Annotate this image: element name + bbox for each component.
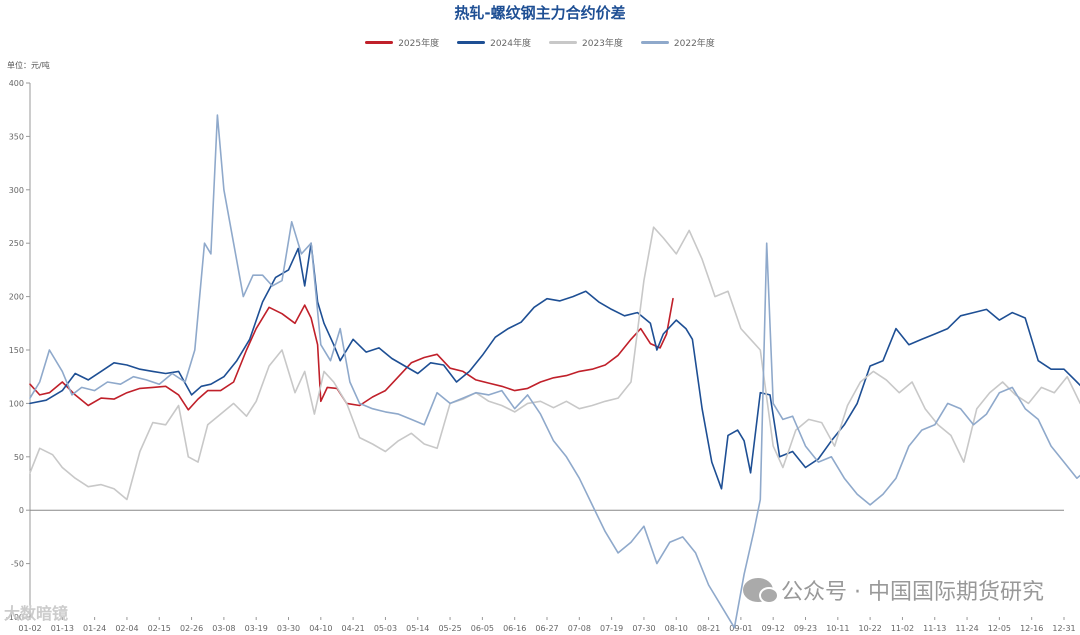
y-tick-label: 350	[9, 132, 24, 141]
chart-title: 热轧-螺纹钢主力合约价差	[454, 4, 626, 22]
y-tick-label: 100	[9, 399, 24, 408]
y-tick-label: 50	[14, 453, 24, 462]
legend-swatch	[640, 41, 669, 44]
unit-label: 单位：元/吨	[7, 61, 50, 70]
legend-label: 2023年度	[582, 39, 623, 49]
x-tick-label: 09-23	[794, 624, 817, 633]
watermark-text: 公众号 · 中国国际期货研究	[781, 580, 1044, 605]
x-tick-label: 03-30	[277, 624, 300, 633]
x-tick-label: 01-24	[83, 624, 106, 633]
legend-item: 2023年度	[549, 36, 623, 49]
x-tick-label: 09-12	[762, 624, 785, 633]
y-tick-label: 300	[9, 186, 24, 195]
x-tick-label: 03-08	[212, 624, 235, 633]
watermark: 公众号 · 中国国际期货研究	[743, 574, 1044, 606]
x-tick-label: 03-19	[245, 624, 268, 633]
y-tick-label: 250	[9, 239, 24, 248]
series-line-3	[29, 226, 1080, 501]
x-tick-label: 02-26	[180, 624, 203, 633]
y-tick-label: -100	[6, 613, 24, 622]
legend-label: 2022年度	[673, 39, 715, 49]
x-tick-label: 12-31	[1052, 624, 1075, 633]
series-line-2	[29, 242, 1080, 490]
legend-item: 2025年度	[365, 36, 439, 49]
x-tick-label: 08-10	[665, 624, 688, 633]
x-tick-label: 08-21	[697, 624, 720, 633]
y-tick-label: 0	[19, 506, 24, 515]
legend-swatch	[365, 41, 394, 44]
x-tick-label: 07-08	[568, 624, 591, 633]
x-tick-label: 10-11	[826, 624, 849, 633]
x-tick-label: 11-13	[923, 624, 946, 633]
x-tick-label: 10-22	[859, 624, 882, 633]
x-tick-label: 11-02	[891, 624, 914, 633]
x-tick-label: 07-19	[600, 624, 623, 633]
x-tick-label: 04-10	[309, 624, 332, 633]
series-line-4	[29, 114, 1080, 629]
y-tick-label: 150	[9, 346, 24, 355]
x-tick-label: 05-25	[438, 624, 461, 633]
watermark-logo: 大数暗镜	[4, 604, 69, 623]
x-tick-label: 01-13	[51, 624, 74, 633]
x-tick-label: 02-04	[115, 624, 138, 633]
y-tick-label: 400	[9, 79, 24, 88]
wechat-icon	[743, 578, 780, 604]
x-tick-label: 05-14	[406, 624, 429, 633]
legend-swatch	[549, 41, 577, 44]
legend-swatch	[457, 41, 486, 44]
chart-legend: 2025年度 2024年度 2023年度 2022年度	[0, 36, 1080, 49]
x-tick-label: 12-16	[1020, 624, 1043, 633]
legend-item: 2024年度	[457, 36, 531, 49]
x-tick-label: 04-21	[342, 624, 365, 633]
x-tick-label: 11-24	[955, 624, 978, 633]
x-tick-label: 07-30	[632, 624, 655, 633]
x-tick-label: 06-05	[471, 624, 494, 633]
y-tick-label: -50	[11, 560, 24, 569]
legend-label: 2024年度	[490, 39, 531, 49]
y-tick-label: 200	[9, 293, 24, 302]
series-line-1	[29, 297, 674, 411]
x-tick-label: 12-05	[988, 624, 1011, 633]
legend-item: 2022年度	[640, 36, 715, 49]
x-tick-label: 06-27	[535, 624, 558, 633]
x-tick-label: 01-02	[18, 624, 41, 633]
x-tick-label: 06-16	[503, 624, 526, 633]
legend-label: 2025年度	[398, 39, 440, 49]
x-tick-label: 09-01	[729, 624, 752, 633]
x-tick-label: 05-03	[374, 624, 397, 633]
x-tick-label: 02-15	[148, 624, 171, 633]
